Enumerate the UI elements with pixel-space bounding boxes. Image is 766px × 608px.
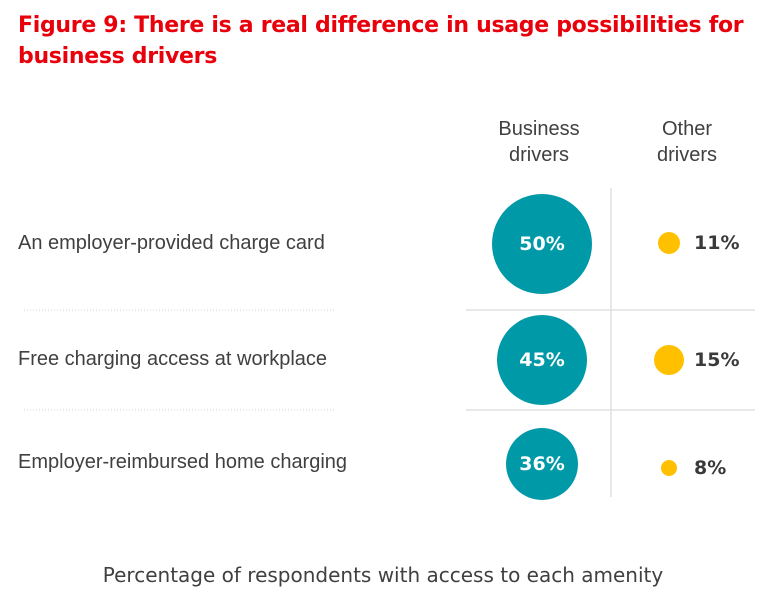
row-label: An employer-provided charge card: [18, 232, 325, 254]
other-bubble: [661, 460, 677, 476]
other-value-label: 8%: [694, 457, 726, 479]
column-header-line: Other: [661, 118, 713, 140]
column-header-line: drivers: [656, 144, 717, 166]
business-value-label: 45%: [519, 349, 564, 371]
column-header-other: Other drivers: [617, 116, 757, 168]
business-bubble: [497, 315, 587, 405]
row-label: Free charging access at workplace: [18, 348, 328, 370]
business-bubble: [506, 428, 578, 500]
column-header-line: drivers: [508, 144, 569, 166]
row-label: Employer-reimbursed home charging: [18, 451, 348, 473]
other-value-label: 15%: [694, 349, 739, 371]
column-header-line: Business: [498, 118, 580, 140]
other-bubble: [654, 345, 684, 375]
business-bubble: [492, 194, 592, 294]
column-header-business: Business drivers: [469, 116, 609, 168]
other-bubble: [658, 232, 680, 254]
business-value-label: 36%: [519, 453, 564, 475]
business-value-label: 50%: [519, 233, 564, 255]
chart-title: Figure 9: There is a real difference in …: [18, 13, 744, 69]
other-value-label: 11%: [694, 232, 739, 254]
chart-footer-label: Percentage of respondents with access to…: [102, 563, 664, 587]
